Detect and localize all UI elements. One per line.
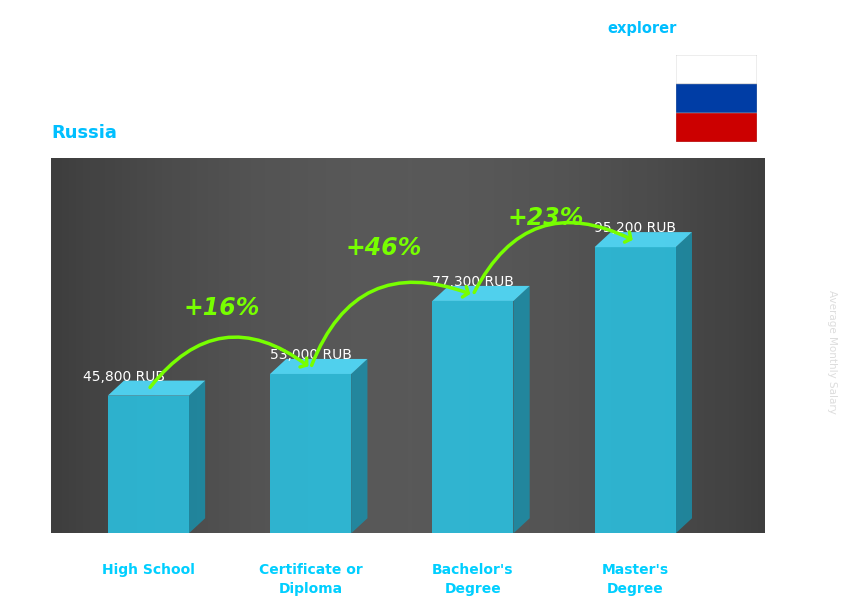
Text: 95,200 RUB: 95,200 RUB (594, 221, 677, 235)
Polygon shape (270, 359, 367, 374)
Bar (108, 396, 189, 533)
Text: Master's
Degree: Master's Degree (602, 564, 669, 596)
Text: salary: salary (548, 21, 598, 36)
Polygon shape (351, 359, 367, 533)
Text: .com: .com (677, 21, 716, 36)
Bar (676, 84, 756, 113)
Text: High School: High School (102, 564, 195, 578)
Bar (270, 374, 351, 533)
Text: Average Monthly Salary: Average Monthly Salary (827, 290, 837, 413)
Text: +46%: +46% (345, 236, 422, 260)
Polygon shape (676, 232, 692, 533)
Text: Salary Comparison By Education: Salary Comparison By Education (51, 18, 584, 46)
Polygon shape (189, 381, 205, 533)
Polygon shape (433, 286, 530, 301)
Text: Russia: Russia (51, 124, 116, 142)
Text: +16%: +16% (184, 296, 259, 320)
Text: 77,300 RUB: 77,300 RUB (432, 275, 514, 289)
Text: Certificate or
Diploma: Certificate or Diploma (258, 564, 362, 596)
Polygon shape (108, 381, 205, 396)
Text: +23%: +23% (507, 205, 584, 230)
Text: Bachelor's
Degree: Bachelor's Degree (432, 564, 513, 596)
Text: 45,800 RUB: 45,800 RUB (83, 370, 165, 384)
Bar (595, 247, 676, 533)
Polygon shape (595, 232, 692, 247)
Text: explorer: explorer (608, 21, 677, 36)
Polygon shape (513, 286, 530, 533)
Bar (676, 55, 756, 84)
Text: Fund Accountant: Fund Accountant (51, 82, 202, 100)
Bar (433, 301, 513, 533)
Bar (676, 113, 756, 142)
Text: 53,000 RUB: 53,000 RUB (269, 348, 352, 362)
